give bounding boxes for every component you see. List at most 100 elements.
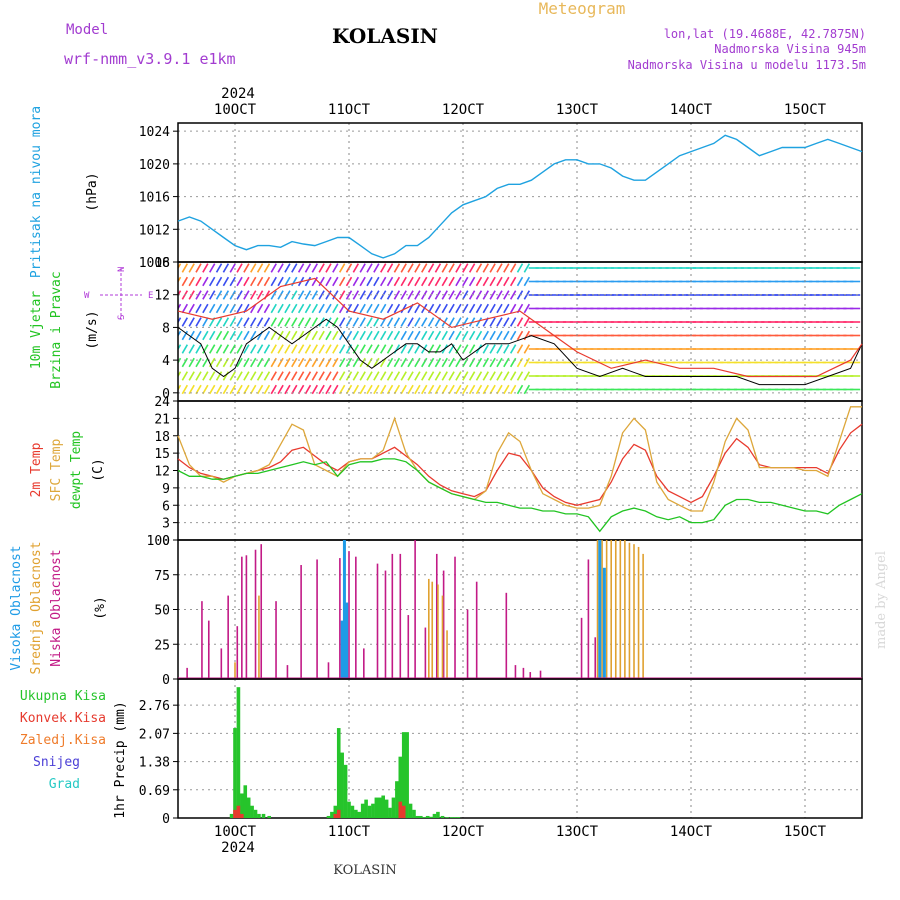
wind-barb	[270, 357, 277, 368]
wind-barb	[489, 317, 496, 327]
y-tick-label: 1.38	[139, 756, 170, 771]
wind-barb	[256, 276, 264, 287]
wind-barb	[277, 344, 284, 354]
compass-west: W	[84, 291, 90, 301]
precip-legend-item: Grad	[49, 777, 80, 792]
wind-unit: (m/s)	[85, 310, 100, 349]
wind-barb	[188, 371, 195, 381]
wind-barb	[366, 290, 373, 300]
y-tick-label: 50	[154, 604, 170, 619]
cloud-bar	[466, 609, 469, 678]
wind-barb	[509, 303, 517, 314]
precip-legend-item: Snijeg	[33, 755, 80, 770]
wind-barb	[270, 330, 277, 341]
wind-barb	[503, 371, 510, 381]
wind-barb	[332, 371, 339, 381]
wind-barb	[359, 263, 366, 273]
wind-barb	[421, 276, 428, 287]
wind-barb	[229, 357, 236, 368]
y-tick-label: 2.76	[139, 699, 170, 714]
cloud-bar	[614, 540, 617, 678]
cloud-bar	[384, 570, 387, 678]
cloud-bar	[431, 581, 434, 678]
wind-barb	[509, 317, 517, 327]
wind-barb	[345, 303, 353, 314]
wind-barb	[496, 371, 503, 381]
wind-barb	[311, 344, 318, 354]
wind-barb	[468, 263, 476, 273]
top-x-tick-label: 10OCT	[214, 102, 257, 118]
cloud-bar	[234, 662, 236, 678]
wind-barb	[178, 290, 182, 297]
wind-barb	[243, 344, 250, 354]
precip-bar	[364, 799, 368, 818]
wind-barb	[304, 303, 312, 314]
wind-barb	[407, 371, 414, 381]
wind-panel: 0 4 8 12 16	[154, 256, 863, 402]
cloud-bar	[399, 553, 402, 678]
precip-bar	[243, 785, 248, 818]
cloud-bar	[514, 665, 517, 678]
wind-barb	[393, 371, 401, 381]
wind-barb	[421, 317, 428, 327]
wind-barb	[407, 330, 414, 341]
wind-barb	[181, 303, 189, 314]
wind-barb	[400, 371, 407, 381]
wind-barb	[209, 290, 216, 300]
wind-barb	[291, 371, 298, 381]
wind-barb	[462, 290, 469, 300]
wind-barb	[178, 317, 182, 324]
wind-barb	[475, 276, 483, 287]
wind-barb	[455, 384, 462, 395]
cloud-ylabel-mid: Srednja Oblacnost	[29, 541, 44, 674]
wind-barb	[181, 384, 189, 395]
temp-unit: (C)	[91, 458, 106, 481]
wind-barb	[400, 357, 407, 368]
wind-barb	[277, 384, 284, 395]
wind-barb	[503, 290, 510, 300]
wind-barb	[277, 357, 284, 368]
wind-barb	[338, 330, 346, 341]
wind-barb	[468, 371, 476, 381]
wind-barb	[304, 263, 312, 273]
wind-barb	[455, 330, 462, 341]
precip-bar	[240, 813, 244, 818]
wind-barb	[202, 303, 209, 314]
wind-barb	[414, 303, 421, 314]
wind-barb	[400, 276, 407, 287]
cloud-bar	[442, 570, 445, 678]
wind-barb	[366, 330, 373, 341]
wind-barb	[489, 371, 496, 381]
precip-bar	[445, 817, 449, 818]
y-tick-label: 0	[162, 673, 170, 688]
wind-barb	[373, 384, 380, 395]
wind-barb	[250, 290, 257, 300]
wind-barb	[195, 263, 202, 273]
wind-barb	[215, 290, 223, 300]
precip-bar	[408, 803, 413, 818]
precip-bar	[233, 728, 237, 818]
y-tick-label: 12	[154, 465, 170, 480]
cloud-bar	[236, 626, 239, 678]
wind-barb	[496, 303, 503, 314]
precip-bar	[440, 815, 445, 818]
wind-barb	[338, 290, 346, 300]
model-label: Model	[66, 22, 108, 38]
cloud-bar	[345, 602, 349, 678]
wind-barb	[509, 276, 517, 287]
wind-barb	[256, 317, 264, 327]
y-tick-label: 1024	[139, 125, 170, 140]
wind-barb	[202, 357, 209, 368]
wind-barb	[475, 317, 483, 327]
wind-barb	[462, 263, 469, 273]
wind-barb	[332, 276, 339, 287]
wind-barb	[188, 330, 195, 341]
precip-bar	[401, 732, 406, 818]
wind-barb	[236, 330, 243, 341]
wind-barb	[202, 344, 209, 354]
precip-bar	[246, 797, 251, 818]
cloud-bar	[522, 667, 525, 678]
precip-bar	[343, 764, 348, 818]
wind-barb	[250, 344, 257, 354]
wind-barb	[178, 357, 182, 365]
